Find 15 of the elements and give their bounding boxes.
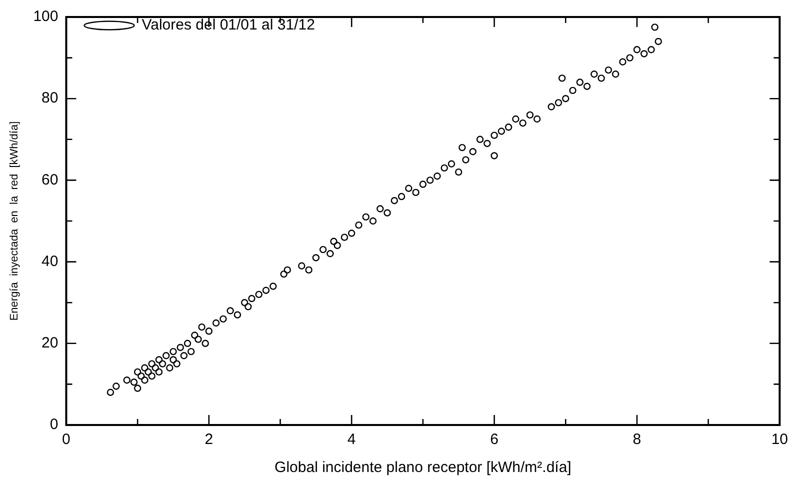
y-tick-label: 20 xyxy=(42,334,58,352)
x-tick-label: 0 xyxy=(62,431,70,448)
x-tick-label: 10 xyxy=(771,431,788,448)
x-axis-title: Global incidente plano receptor [kWh/m².día] xyxy=(274,459,572,476)
y-tick-label: 40 xyxy=(42,252,58,270)
x-tick-label: 8 xyxy=(632,431,642,448)
x-tick-label: 6 xyxy=(490,431,498,448)
y-tick-label: 80 xyxy=(42,90,58,107)
legend-label: Valores del 01/01 al 31/12 xyxy=(142,16,315,34)
x-tick-label: 4 xyxy=(347,431,356,448)
x-tick-label: 2 xyxy=(204,431,214,448)
y-tick-label: 100 xyxy=(33,8,58,26)
y-tick-label: 0 xyxy=(50,416,58,434)
y-axis-title: Energía inyectada en la red [kWh/día] xyxy=(8,121,21,321)
y-tick-label: 60 xyxy=(42,171,58,188)
